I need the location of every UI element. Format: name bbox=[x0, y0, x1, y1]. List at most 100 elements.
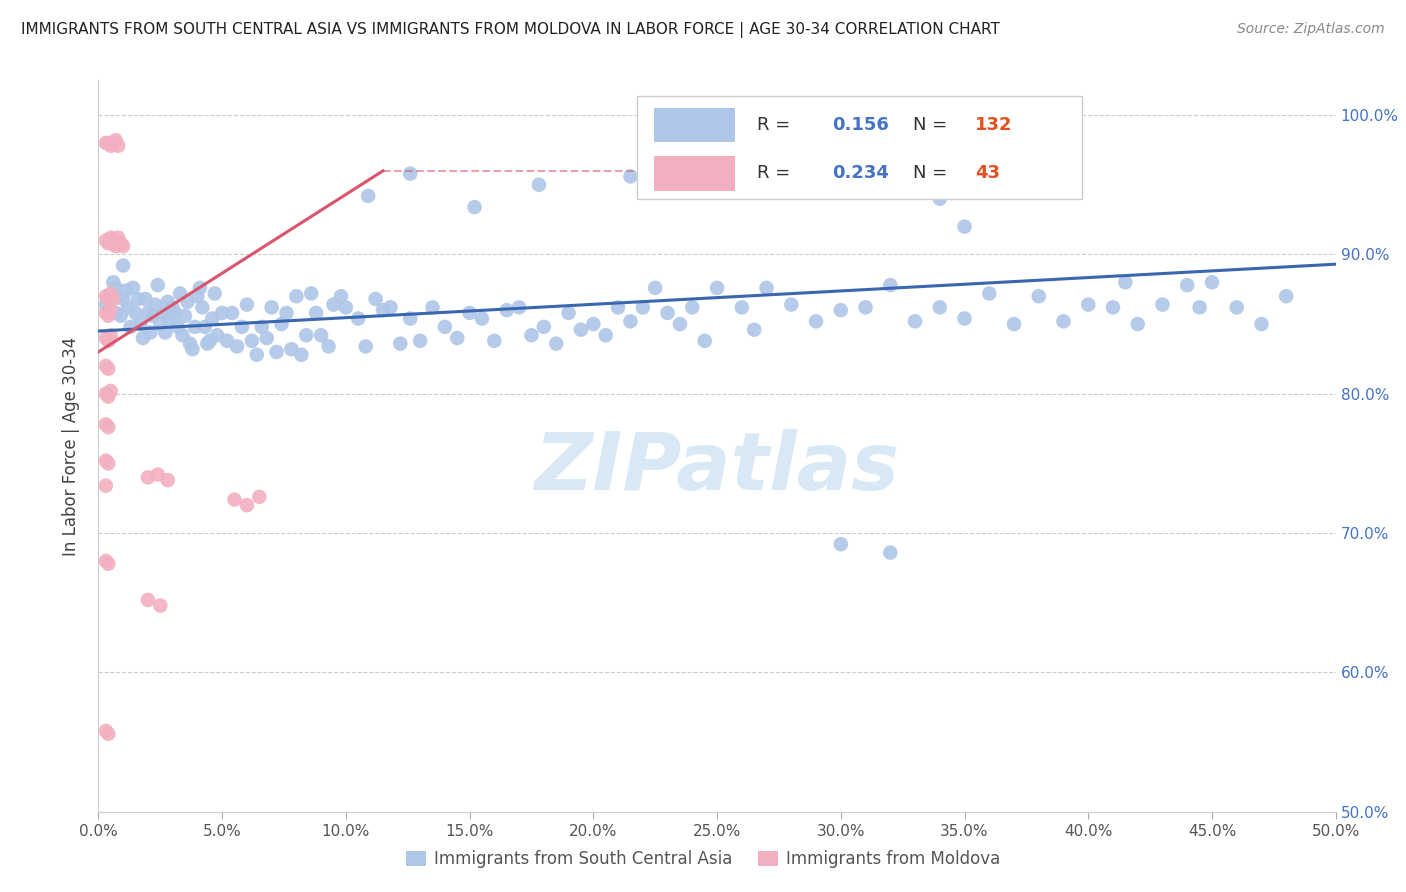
Point bbox=[211, 306, 233, 320]
Point bbox=[1175, 278, 1198, 293]
Point bbox=[290, 348, 312, 362]
Point bbox=[855, 301, 877, 315]
Point bbox=[94, 331, 117, 345]
Point bbox=[240, 334, 263, 348]
Point bbox=[1114, 275, 1136, 289]
Point bbox=[928, 301, 950, 315]
Point bbox=[322, 297, 344, 311]
Point bbox=[693, 334, 716, 348]
Point bbox=[103, 236, 125, 251]
Point bbox=[198, 334, 221, 348]
Point bbox=[364, 292, 387, 306]
Point bbox=[97, 136, 120, 150]
Point bbox=[236, 297, 259, 311]
Point bbox=[94, 289, 117, 303]
Point bbox=[191, 301, 214, 315]
Point bbox=[433, 319, 456, 334]
Point bbox=[112, 259, 135, 273]
Point bbox=[644, 281, 666, 295]
Point bbox=[1226, 301, 1249, 315]
Point bbox=[107, 138, 129, 153]
Point bbox=[399, 167, 422, 181]
Point bbox=[305, 306, 328, 320]
Point bbox=[260, 301, 283, 315]
Point bbox=[205, 328, 228, 343]
Point bbox=[104, 281, 127, 295]
Point bbox=[928, 192, 950, 206]
Point bbox=[94, 453, 117, 467]
Point bbox=[335, 301, 357, 315]
Point bbox=[276, 306, 298, 320]
Point bbox=[136, 306, 159, 320]
Point bbox=[1250, 317, 1272, 331]
Point bbox=[879, 278, 901, 293]
Point bbox=[527, 178, 550, 192]
Point bbox=[285, 289, 308, 303]
Point bbox=[224, 492, 246, 507]
Text: ZIPatlas: ZIPatlas bbox=[534, 429, 900, 507]
Point bbox=[156, 294, 179, 309]
Point bbox=[152, 306, 174, 320]
Point bbox=[221, 306, 243, 320]
Point bbox=[1275, 289, 1298, 303]
Point bbox=[713, 161, 735, 175]
Point bbox=[155, 326, 177, 340]
Point bbox=[380, 301, 402, 315]
Point bbox=[631, 301, 654, 315]
Point bbox=[904, 314, 927, 328]
Point bbox=[100, 230, 122, 244]
Point bbox=[94, 417, 117, 432]
Point bbox=[100, 234, 122, 248]
Point bbox=[110, 309, 132, 323]
Point bbox=[97, 390, 120, 404]
Point bbox=[103, 275, 125, 289]
Point bbox=[149, 317, 172, 331]
Point bbox=[318, 339, 340, 353]
Point bbox=[124, 306, 146, 320]
Point bbox=[122, 281, 145, 295]
Point bbox=[94, 386, 117, 401]
Text: IMMIGRANTS FROM SOUTH CENTRAL ASIA VS IMMIGRANTS FROM MOLDOVA IN LABOR FORCE | A: IMMIGRANTS FROM SOUTH CENTRAL ASIA VS IM… bbox=[21, 22, 1000, 38]
Point bbox=[97, 309, 120, 323]
Point bbox=[94, 306, 117, 320]
Point bbox=[103, 136, 125, 150]
Point bbox=[165, 306, 187, 320]
Point bbox=[104, 239, 127, 253]
Point bbox=[194, 319, 217, 334]
Point bbox=[174, 309, 197, 323]
Point bbox=[1126, 317, 1149, 331]
Point bbox=[104, 306, 127, 320]
Point bbox=[149, 599, 172, 613]
Point bbox=[169, 286, 191, 301]
Point bbox=[595, 328, 617, 343]
Point bbox=[97, 727, 120, 741]
Point bbox=[471, 311, 494, 326]
Point bbox=[127, 292, 149, 306]
Point bbox=[295, 328, 318, 343]
Point bbox=[100, 384, 122, 398]
Point bbox=[97, 557, 120, 571]
Point bbox=[188, 281, 211, 295]
Point bbox=[186, 289, 208, 303]
Point bbox=[357, 189, 380, 203]
Point bbox=[204, 286, 226, 301]
Point bbox=[354, 339, 377, 353]
Point bbox=[112, 239, 135, 253]
Point bbox=[508, 301, 530, 315]
Point bbox=[94, 479, 117, 493]
Point bbox=[347, 311, 370, 326]
Point bbox=[146, 467, 169, 482]
Point bbox=[112, 292, 135, 306]
Point bbox=[546, 336, 568, 351]
Point bbox=[1028, 289, 1050, 303]
Point bbox=[464, 200, 486, 214]
Point bbox=[371, 303, 394, 318]
Point bbox=[446, 331, 468, 345]
Point bbox=[103, 292, 125, 306]
Point bbox=[129, 317, 152, 331]
Point bbox=[1052, 314, 1074, 328]
Point bbox=[139, 326, 162, 340]
Point bbox=[458, 306, 481, 320]
Point bbox=[114, 284, 136, 298]
Point bbox=[250, 319, 273, 334]
